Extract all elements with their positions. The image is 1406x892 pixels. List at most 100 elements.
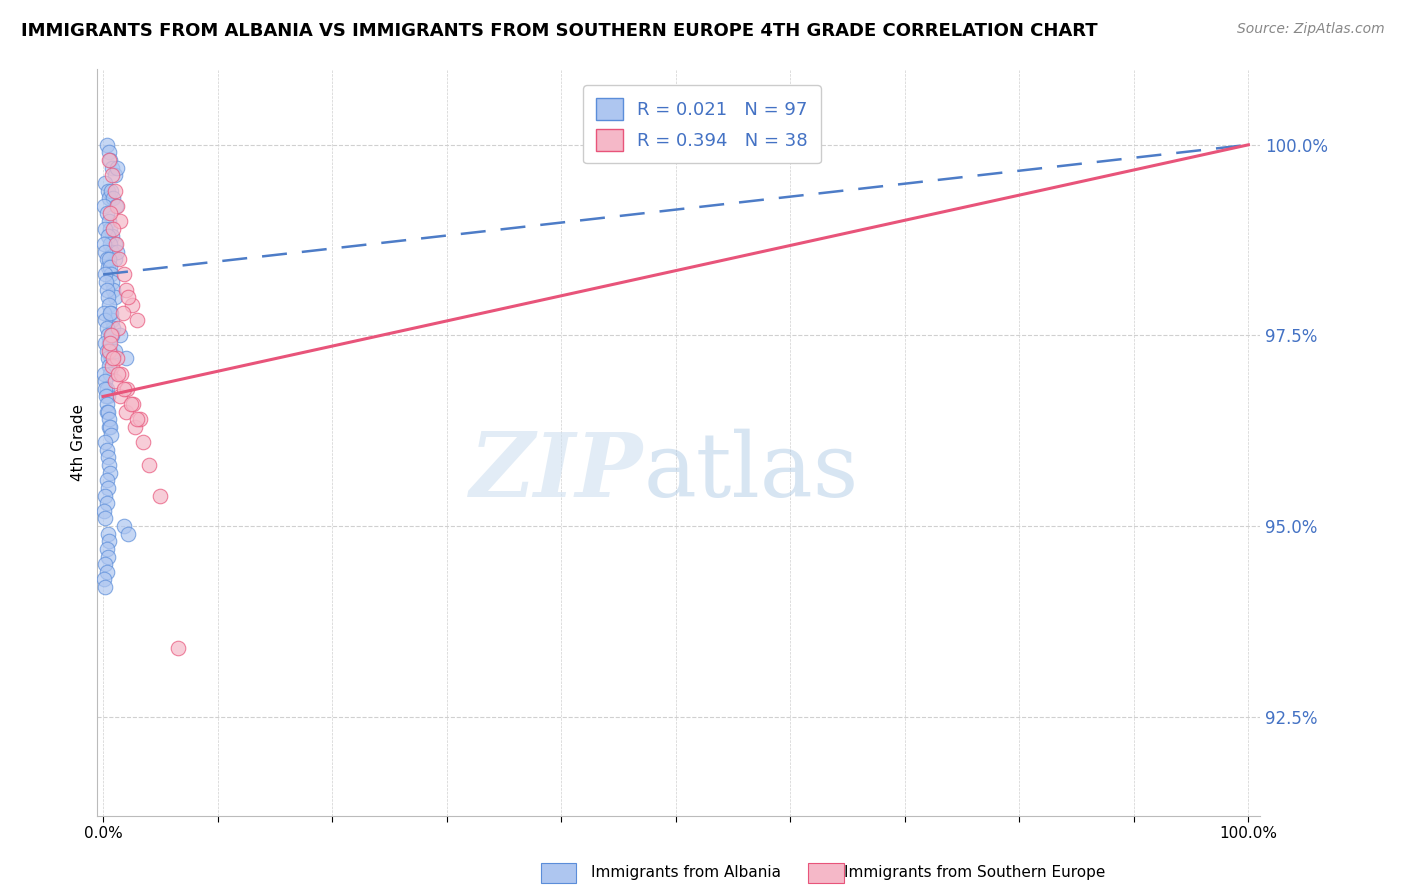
Legend: R = 0.021   N = 97, R = 0.394   N = 38: R = 0.021 N = 97, R = 0.394 N = 38: [583, 85, 821, 163]
Point: [94, 244, 117, 259]
Point: [98, 236, 121, 251]
Point: [120, 397, 142, 411]
Point: [115, 405, 138, 419]
Point: [97, 351, 120, 366]
Point: [103, 351, 125, 366]
Point: [103, 184, 125, 198]
Text: ZIP: ZIP: [471, 429, 644, 516]
Point: [94, 176, 117, 190]
Point: [98, 153, 121, 167]
Point: [117, 290, 139, 304]
Point: [97, 229, 120, 244]
Point: [101, 275, 124, 289]
Point: [166, 641, 188, 656]
Point: [96, 252, 118, 267]
Point: [105, 161, 128, 175]
Point: [115, 351, 138, 366]
Point: [101, 321, 124, 335]
Point: [100, 427, 122, 442]
Point: [101, 229, 124, 244]
Point: [97, 191, 120, 205]
Point: [93, 305, 115, 319]
Point: [100, 351, 122, 366]
Text: atlas: atlas: [644, 428, 859, 516]
Point: [121, 298, 143, 312]
Point: [96, 137, 118, 152]
Point: [115, 283, 138, 297]
Point: [94, 313, 117, 327]
Point: [94, 374, 117, 388]
Point: [97, 526, 120, 541]
Point: [97, 343, 120, 358]
Point: [103, 374, 125, 388]
Y-axis label: 4th Grade: 4th Grade: [72, 404, 86, 481]
Point: [110, 328, 132, 343]
Point: [132, 435, 155, 450]
Point: [97, 260, 120, 274]
Text: Immigrants from Albania: Immigrants from Albania: [591, 865, 780, 880]
Point: [93, 367, 115, 381]
Point: [105, 244, 128, 259]
Point: [98, 336, 121, 351]
Point: [100, 268, 122, 282]
Point: [94, 435, 117, 450]
Point: [103, 252, 125, 267]
Point: [93, 573, 115, 587]
Point: [93, 504, 115, 518]
Point: [110, 214, 132, 228]
Point: [94, 489, 117, 503]
Point: [121, 397, 143, 411]
Point: [94, 389, 117, 403]
Point: [112, 519, 135, 533]
Point: [98, 305, 121, 319]
Point: [103, 191, 125, 205]
Point: [98, 466, 121, 480]
Point: [97, 145, 120, 160]
Point: [96, 397, 118, 411]
Point: [110, 367, 132, 381]
Point: [97, 214, 120, 228]
Point: [111, 305, 134, 319]
Point: [115, 382, 138, 396]
Point: [97, 153, 120, 167]
Point: [97, 412, 120, 426]
Point: [108, 252, 131, 267]
Point: [96, 565, 118, 579]
Point: [100, 328, 122, 343]
Point: [104, 199, 127, 213]
Point: [107, 321, 129, 335]
Point: [112, 382, 135, 396]
Point: [98, 260, 121, 274]
Point: [97, 420, 120, 434]
Point: [94, 511, 117, 525]
Point: [96, 405, 118, 419]
Point: [103, 236, 125, 251]
Point: [98, 343, 121, 358]
Point: [96, 321, 118, 335]
Point: [96, 382, 118, 396]
Point: [117, 526, 139, 541]
Point: [98, 298, 121, 312]
Point: [101, 161, 124, 175]
Text: Immigrants from Southern Europe: Immigrants from Southern Europe: [844, 865, 1105, 880]
Point: [97, 549, 120, 564]
Point: [93, 199, 115, 213]
Point: [97, 359, 120, 373]
Point: [96, 206, 118, 220]
Point: [97, 481, 120, 495]
Point: [94, 336, 117, 351]
Point: [94, 580, 117, 594]
Point: [105, 199, 128, 213]
Point: [103, 290, 125, 304]
Point: [97, 252, 120, 267]
Point: [96, 474, 118, 488]
Point: [127, 313, 149, 327]
Point: [103, 221, 125, 235]
Point: [100, 305, 122, 319]
Point: [110, 389, 132, 403]
Point: [97, 405, 120, 419]
Point: [97, 450, 120, 465]
Point: [103, 283, 125, 297]
Point: [94, 382, 117, 396]
Point: [100, 313, 122, 327]
